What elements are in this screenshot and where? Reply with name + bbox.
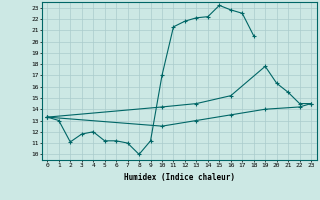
X-axis label: Humidex (Indice chaleur): Humidex (Indice chaleur)	[124, 173, 235, 182]
